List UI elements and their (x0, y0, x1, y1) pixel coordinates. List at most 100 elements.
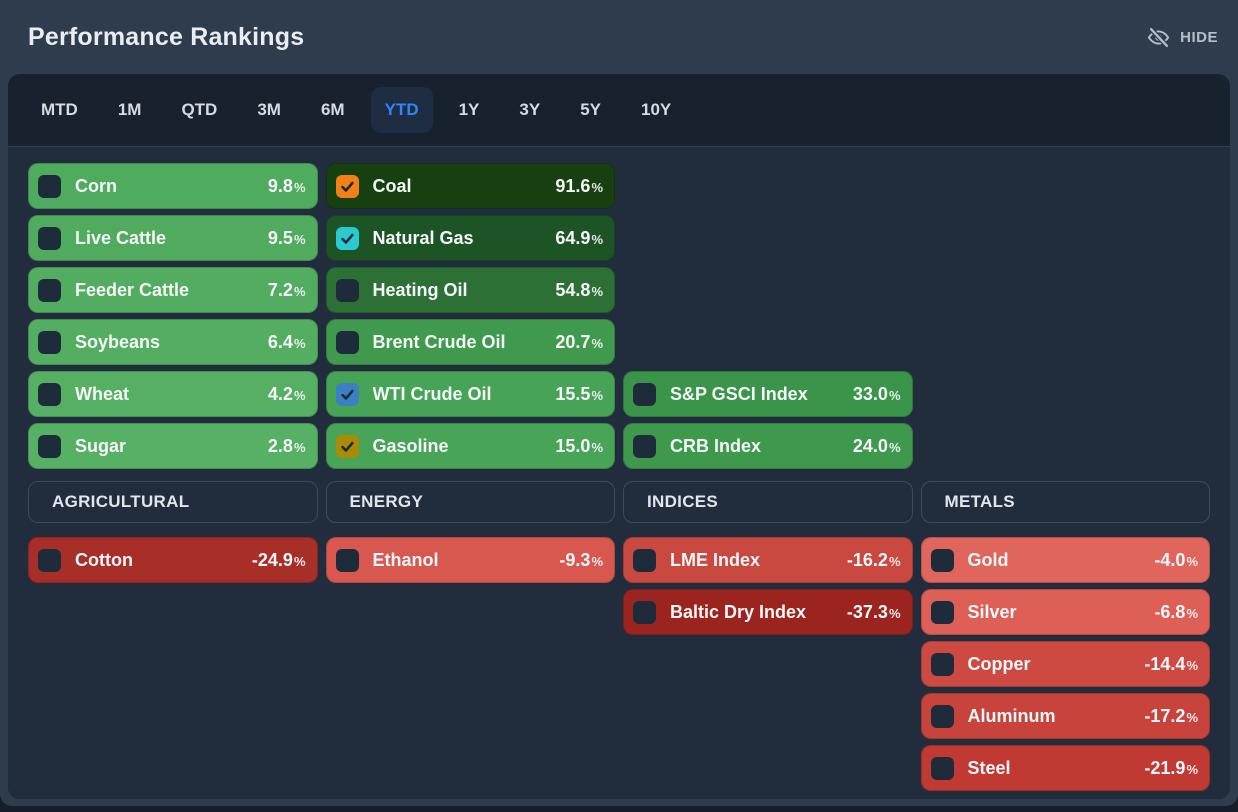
item-value-unit: % (293, 553, 306, 569)
item-value: 2.8 % (268, 436, 306, 457)
item-silver[interactable]: Silver -6.8 % (920, 589, 1210, 635)
checkbox[interactable] (335, 548, 359, 572)
item-value-number: 9.5 (267, 227, 293, 248)
item-value: -16.2 % (847, 550, 901, 571)
item-feeder-cattle[interactable]: Feeder Cattle 7.2 % (28, 267, 318, 313)
checkbox[interactable] (38, 548, 61, 572)
tab-5y[interactable]: 5Y (566, 87, 615, 133)
tab-10y[interactable]: 10Y (627, 87, 685, 133)
item-value-unit: % (1186, 761, 1198, 777)
checkbox[interactable] (38, 278, 61, 302)
checkbox[interactable] (335, 226, 359, 250)
tab-3m[interactable]: 3M (243, 87, 295, 133)
item-crb-index[interactable]: CRB Index 24.0 % (623, 423, 913, 469)
tab-3y[interactable]: 3Y (505, 87, 554, 133)
check-icon (340, 181, 354, 192)
item-value-number: 24.0 (852, 435, 888, 456)
checkbox[interactable] (335, 330, 359, 354)
checkbox[interactable] (335, 382, 359, 406)
checkbox[interactable] (335, 434, 359, 458)
hide-label: HIDE (1180, 28, 1218, 46)
tab-1y[interactable]: 1Y (445, 87, 494, 133)
item-natural-gas[interactable]: Natural Gas 64.9 % (325, 215, 615, 261)
positive-items: Coal 91.6 % Natural Gas 64.9 % Heating O… (325, 147, 615, 481)
item-lme-index[interactable]: LME Index -16.2 % (623, 537, 913, 583)
item-label: Soybeans (75, 331, 161, 352)
checkbox[interactable] (38, 330, 61, 354)
item-label: Gasoline (372, 435, 449, 456)
item-wheat[interactable]: Wheat 4.2 % (28, 371, 318, 417)
checkbox[interactable] (930, 704, 954, 728)
item-value-unit: % (293, 179, 306, 195)
item-label: WTI Crude Oil (372, 383, 492, 404)
category-header: ENERGY (325, 481, 615, 523)
item-coal[interactable]: Coal 91.6 % (325, 163, 615, 209)
item-ethanol[interactable]: Ethanol -9.3 % (325, 537, 615, 583)
item-soybeans[interactable]: Soybeans 6.4 % (28, 319, 318, 365)
positive-items: Corn 9.8 % Live Cattle 9.5 % Feeder Catt… (28, 147, 318, 481)
item-gasoline[interactable]: Gasoline 15.0 % (325, 423, 615, 469)
item-wti-crude-oil[interactable]: WTI Crude Oil 15.5 % (325, 371, 615, 417)
checkbox[interactable] (930, 600, 954, 624)
item-cotton[interactable]: Cotton -24.9 % (28, 537, 318, 583)
item-value-unit: % (591, 283, 603, 299)
tab-mtd[interactable]: MTD (27, 87, 92, 133)
item-copper[interactable]: Copper -14.4 % (920, 641, 1210, 687)
item-value-number: -37.3 (846, 601, 888, 622)
checkbox[interactable] (335, 174, 359, 198)
tab-ytd[interactable]: YTD (370, 87, 433, 133)
checkbox[interactable] (335, 278, 359, 302)
tab-6m[interactable]: 6M (307, 87, 359, 133)
item-label: Heating Oil (372, 279, 468, 300)
check-icon (340, 233, 354, 244)
item-value-number: 4.2 (267, 383, 293, 404)
tab-qtd[interactable]: QTD (167, 87, 231, 133)
checkbox[interactable] (633, 600, 656, 624)
item-value-unit: % (888, 439, 901, 455)
item-value-unit: % (1186, 657, 1198, 673)
item-aluminum[interactable]: Aluminum -17.2 % (920, 693, 1210, 739)
checkbox[interactable] (38, 226, 61, 250)
item-label: Silver (967, 601, 1017, 622)
item-value-unit: % (591, 387, 603, 403)
checkbox[interactable] (38, 434, 61, 458)
checkbox[interactable] (633, 382, 656, 406)
item-brent-crude-oil[interactable]: Brent Crude Oil 20.7 % (325, 319, 615, 365)
item-label: Ethanol (372, 549, 439, 570)
checkbox[interactable] (38, 174, 61, 198)
checkbox[interactable] (930, 548, 954, 572)
checkbox[interactable] (633, 434, 656, 458)
item-label: Cotton (75, 549, 133, 570)
positive-items: S&P GSCI Index 33.0 % CRB Index 24.0 % (623, 147, 913, 481)
item-gold[interactable]: Gold -4.0 % (920, 537, 1210, 583)
item-value-number: -9.3 (559, 549, 591, 570)
hide-button[interactable]: HIDE (1146, 26, 1218, 49)
item-value-number: -6.8 (1154, 601, 1186, 622)
checkbox[interactable] (633, 548, 656, 572)
item-value-unit: % (591, 553, 603, 569)
item-value-number: -14.4 (1144, 653, 1186, 674)
item-s-p-gsci-index[interactable]: S&P GSCI Index 33.0 % (623, 371, 913, 417)
item-steel[interactable]: Steel -21.9 % (920, 745, 1210, 791)
item-corn[interactable]: Corn 9.8 % (28, 163, 318, 209)
item-label: Aluminum (967, 705, 1056, 726)
item-sugar[interactable]: Sugar 2.8 % (28, 423, 318, 469)
checkbox[interactable] (930, 756, 954, 780)
item-value-unit: % (591, 439, 603, 455)
checkbox[interactable] (38, 382, 61, 406)
item-live-cattle[interactable]: Live Cattle 9.5 % (28, 215, 318, 261)
item-label: S&P GSCI Index (670, 383, 808, 404)
item-value-number: 91.6 (555, 175, 591, 196)
item-label: Brent Crude Oil (372, 331, 506, 352)
category-header: METALS (920, 481, 1210, 523)
item-value-unit: % (293, 335, 306, 351)
column-energy: Coal 91.6 % Natural Gas 64.9 % Heating O… (325, 147, 615, 791)
item-baltic-dry-index[interactable]: Baltic Dry Index -37.3 % (623, 589, 913, 635)
column-indices: S&P GSCI Index 33.0 % CRB Index 24.0 % I… (623, 147, 913, 791)
category-label: AGRICULTURAL (52, 492, 190, 511)
tab-1m[interactable]: 1M (104, 87, 156, 133)
checkbox[interactable] (930, 652, 954, 676)
item-value-unit: % (888, 553, 901, 569)
item-heating-oil[interactable]: Heating Oil 54.8 % (325, 267, 615, 313)
item-value: 64.9 % (555, 228, 603, 249)
